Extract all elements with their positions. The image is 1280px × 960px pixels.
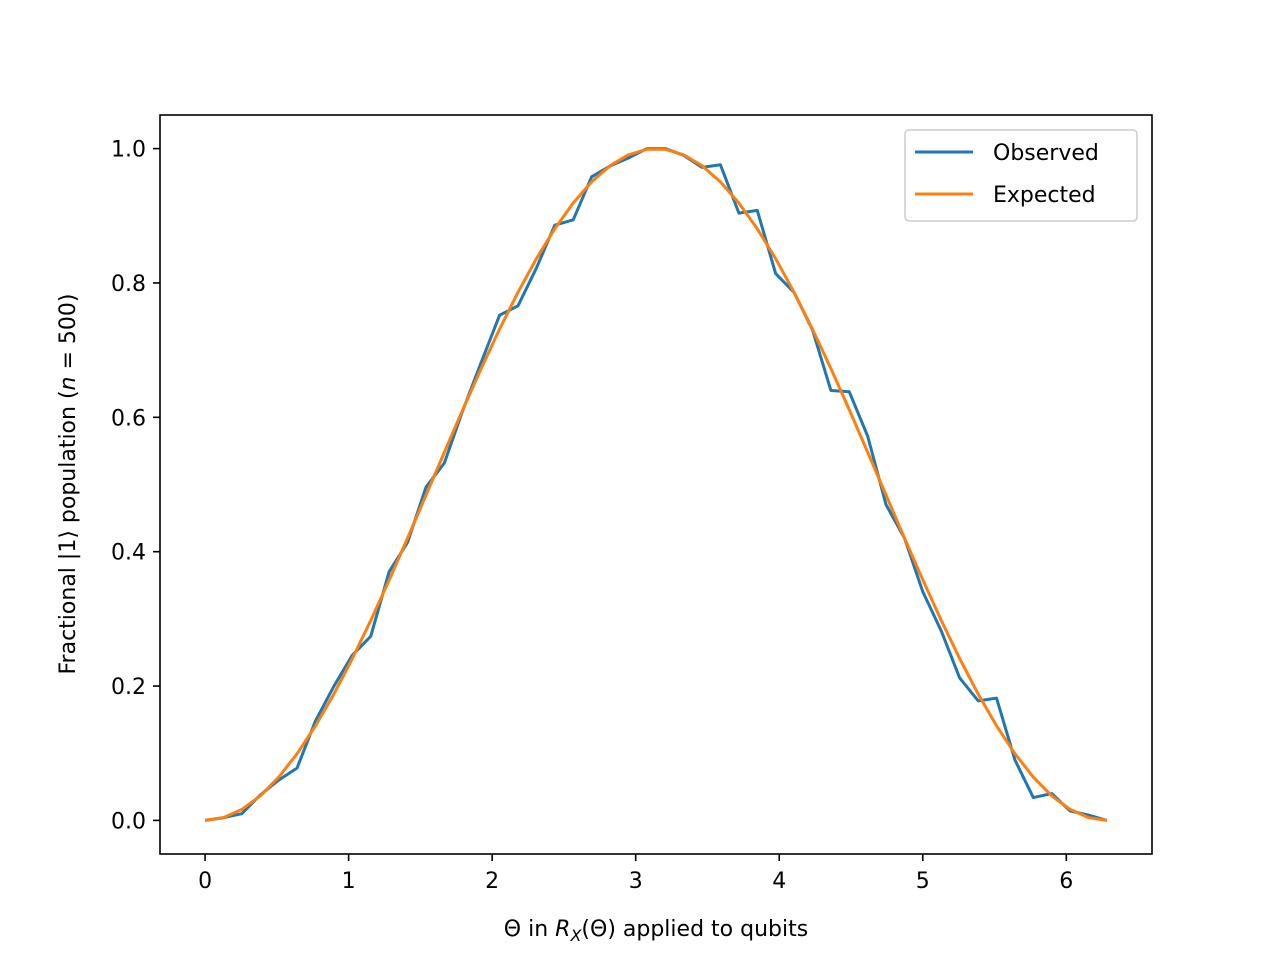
y-tick-label: 1.0 <box>111 138 146 163</box>
x-tick-label: 6 <box>1059 869 1073 894</box>
y-tick-label: 0.8 <box>111 272 146 297</box>
x-tick-label: 1 <box>342 869 356 894</box>
legend-label-expected: Expected <box>993 183 1096 208</box>
x-tick-label: 0 <box>198 869 212 894</box>
x-tick-label: 2 <box>485 869 499 894</box>
y-tick-label: 0.6 <box>111 406 146 431</box>
x-tick-label: 4 <box>772 869 786 894</box>
series-line-expected <box>204 147 1108 822</box>
plot-layer <box>204 147 1108 822</box>
legend: Observed Expected <box>904 129 1138 222</box>
legend-label-observed: Observed <box>993 141 1099 166</box>
axes-frame <box>159 114 1153 855</box>
y-tick-label: 0.4 <box>111 541 146 566</box>
y-tick-label: 0.2 <box>111 675 146 700</box>
y-tick-label: 0.0 <box>111 809 146 834</box>
x-axis-label: Θ in RX(Θ) applied to qubits <box>504 917 808 945</box>
x-tick-label: 3 <box>629 869 643 894</box>
x-tick-label: 5 <box>916 869 930 894</box>
ticks-layer: 0 1 2 3 4 5 6 0.0 0.2 0.4 0.6 0.8 1.0 <box>111 138 1073 894</box>
y-axis-label: Fractional |1⟩ population (n = 500) <box>56 294 81 675</box>
